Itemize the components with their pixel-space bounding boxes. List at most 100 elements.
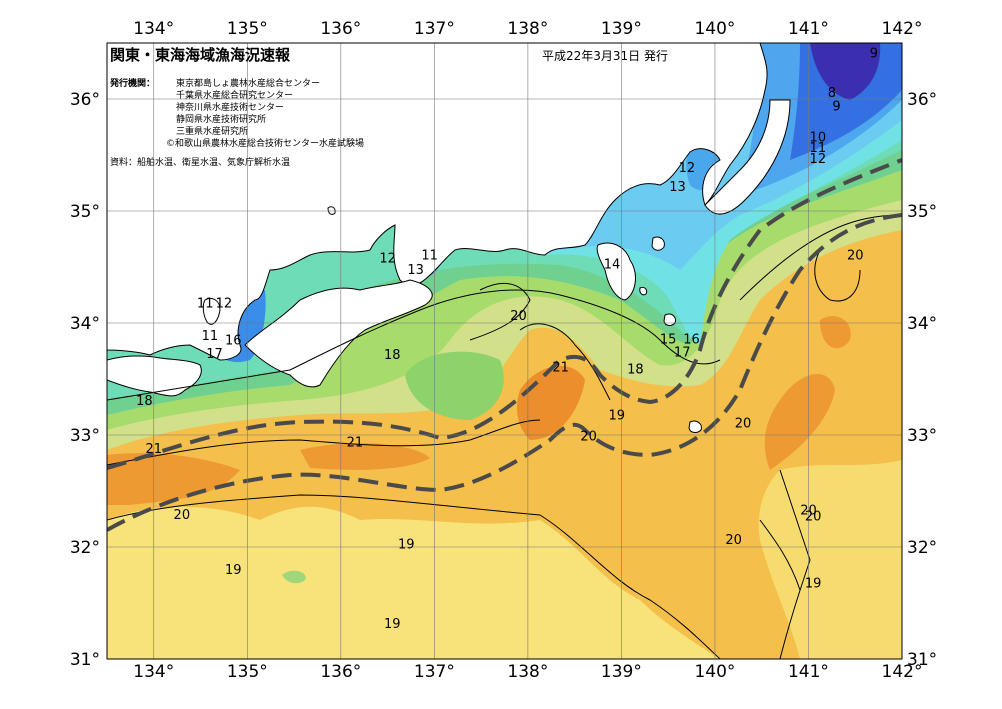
lon-tick-bottom: 138°	[507, 662, 548, 682]
isotherm-label: 17	[674, 346, 691, 361]
coordinate-ticks: 134° 135° 136° 137° 138° 139° 140° 141° 142° 134°…	[70, 19, 937, 682]
publisher-line: 三重県水産研究所	[176, 125, 248, 137]
isotherm-label: 11	[421, 248, 438, 263]
issue-date: 平成22年3月31日 発行	[542, 49, 668, 63]
isotherm-label: 19	[398, 537, 415, 552]
land-kii-peninsula	[244, 279, 433, 388]
lon-tick-bottom: 135°	[227, 662, 268, 682]
isotherm-label: 20	[805, 509, 822, 524]
lat-tick-right: 31°	[907, 650, 937, 670]
lon-tick-top: 138°	[507, 19, 548, 39]
land-hachijo	[688, 420, 702, 433]
isotherm-label: 18	[384, 348, 401, 363]
isotherm-label: 20	[735, 416, 752, 431]
lat-tick-right: 33°	[907, 426, 937, 446]
isotherm-label: 15	[660, 332, 677, 347]
graticule	[107, 43, 902, 659]
kuroshio-axis	[107, 158, 902, 532]
lon-tick-top: 139°	[601, 19, 642, 39]
lon-tick-bottom: 140°	[694, 662, 735, 682]
lon-tick-top: 137°	[414, 19, 455, 39]
isotherm-label: 8	[828, 86, 836, 101]
land-boso-peninsula	[704, 99, 791, 215]
isotherm-label: 12	[216, 296, 233, 311]
land-miyake	[663, 313, 676, 326]
lat-tick-left: 35°	[70, 202, 100, 222]
lon-tick-bottom: 136°	[320, 662, 361, 682]
publisher-line: 千葉県水産総合研究センター	[176, 89, 293, 101]
lon-tick-top: 142°	[882, 19, 923, 39]
publisher-line: ©和歌山県農林水産総合技術センター水産試験場	[166, 137, 364, 149]
isotherm-label: 18	[136, 394, 153, 409]
zone-19c-south	[107, 506, 720, 659]
zone-21c-west	[107, 453, 240, 505]
lat-tick-left: 33°	[70, 426, 100, 446]
isotherm-label: 20	[725, 533, 742, 548]
lon-tick-bottom: 142°	[882, 662, 923, 682]
data-source: 資料：船舶水温、衛星水温、気象庁解析水温	[110, 156, 290, 168]
lat-tick-left: 36°	[70, 90, 100, 110]
zone-21c-east-b	[764, 373, 835, 470]
isotherm-label: 16	[225, 333, 242, 348]
isotherm-label: 9	[870, 47, 878, 62]
isotherm-label: 20	[510, 309, 527, 324]
isotherm-label: 20	[800, 504, 817, 519]
zone-18c-kumano-pool	[405, 351, 504, 420]
zone-21c-east-a	[820, 316, 851, 349]
lon-tick-top: 135°	[227, 19, 268, 39]
isotherm-label: 13	[407, 263, 424, 278]
publisher-line: 東京都島しょ農林水産総合センター	[176, 77, 320, 89]
isotherm-label: 11	[810, 141, 827, 156]
lat-tick-right: 36°	[907, 90, 937, 110]
isotherm-label: 12	[379, 252, 396, 267]
isotherm-label: 19	[384, 617, 401, 632]
lat-tick-right: 35°	[907, 202, 937, 222]
isotherm-label: 21	[552, 360, 569, 375]
lon-tick-bottom: 137°	[414, 662, 455, 682]
lon-tick-bottom: 134°	[133, 662, 174, 682]
isotherm-label: 13	[669, 180, 686, 195]
isotherm-label: 19	[805, 576, 822, 591]
lon-tick-top: 136°	[320, 19, 361, 39]
isotherm-label: 14	[604, 257, 621, 272]
bulletin-title: 関東・東海海域漁海況速報	[110, 46, 291, 64]
land-honshu	[107, 43, 768, 361]
isotherm-label: 21	[347, 435, 364, 450]
lat-tick-right: 34°	[907, 314, 937, 334]
zone-8c	[810, 43, 881, 100]
isotherm-label: 19	[225, 563, 242, 578]
zone-21c-central	[300, 443, 430, 470]
lat-tick-left: 32°	[70, 538, 100, 558]
isotherm-label: 20	[174, 508, 191, 523]
land-izu-peninsula	[596, 242, 636, 301]
isotherm-label: 16	[683, 332, 700, 347]
publishers-label: 発行機関：	[109, 77, 155, 89]
isotherm-label: 11	[197, 296, 214, 311]
isotherm-label: 12	[810, 152, 827, 167]
isotherm-label: 12	[679, 161, 696, 176]
isotherm-lines	[107, 214, 902, 659]
lat-tick-left: 31°	[70, 650, 100, 670]
lat-tick-left: 34°	[70, 314, 100, 334]
isotherm-label: 10	[810, 131, 827, 146]
lat-tick-right: 32°	[907, 538, 937, 558]
isotherm-label: 19	[608, 408, 625, 423]
land-sado-small	[327, 206, 336, 215]
lon-tick-bottom: 139°	[601, 662, 642, 682]
land-oshima	[651, 236, 665, 251]
lon-tick-bottom: 141°	[788, 662, 829, 682]
publishers-list: 東京都島しょ農林水産総合センター 千葉県水産総合研究センター 神奈川県水産技術セ…	[166, 77, 364, 149]
isotherm-label: 18	[627, 363, 644, 378]
publisher-line: 神奈川県水産技術センター	[176, 101, 284, 113]
land-shikoku	[107, 355, 202, 397]
publisher-line: 静岡県水産技術研究所	[176, 113, 266, 125]
zone-19c-small	[282, 570, 306, 584]
isotherm-label: 20	[580, 430, 597, 445]
lon-tick-top: 134°	[133, 19, 174, 39]
isotherm-label: 21	[145, 442, 162, 457]
lon-tick-top: 141°	[788, 19, 829, 39]
lon-tick-top: 140°	[694, 19, 735, 39]
land-kozushima	[639, 287, 648, 296]
